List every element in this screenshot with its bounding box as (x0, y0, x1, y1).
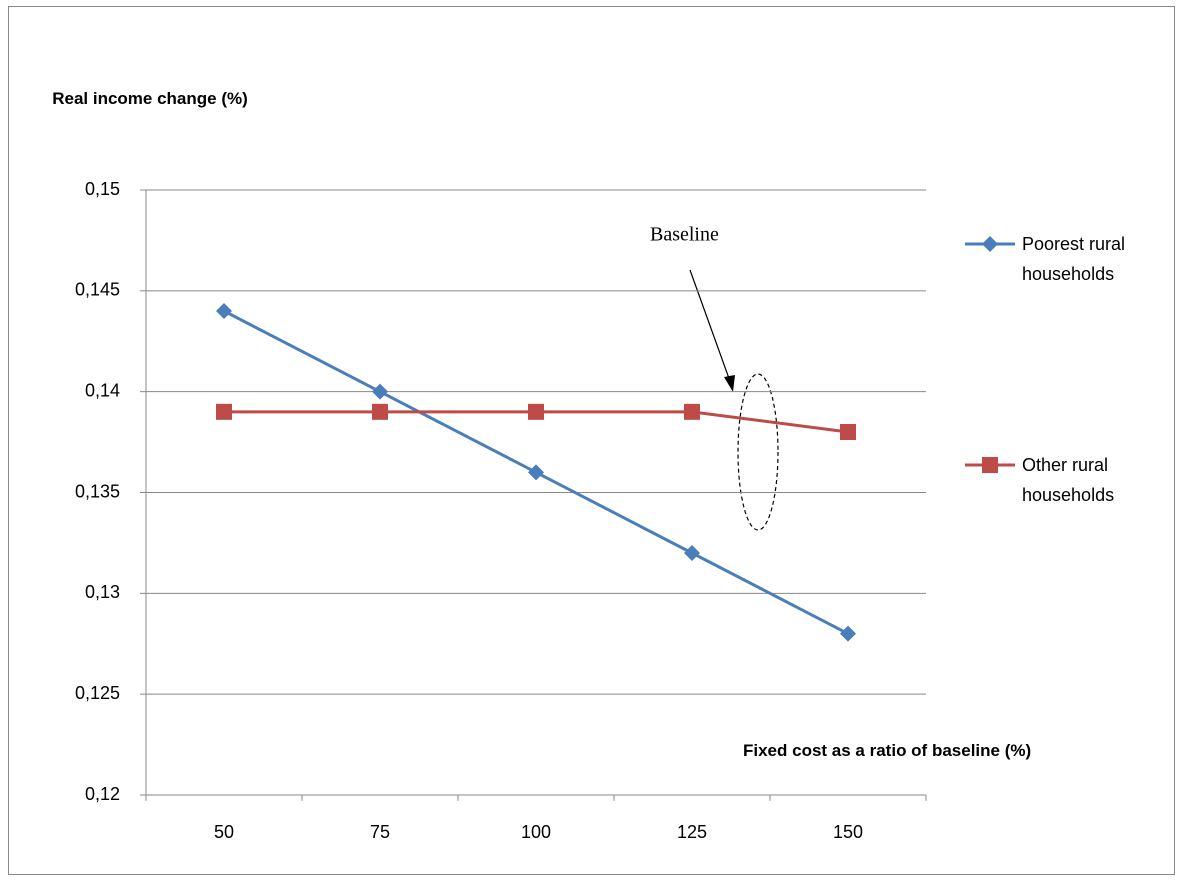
point (216, 303, 232, 319)
y-tick-label: 0,15 (85, 179, 120, 199)
arrow-head (724, 375, 735, 392)
point (216, 403, 232, 420)
y-tick-label: 0,13 (85, 582, 120, 602)
chart-border (8, 6, 1175, 875)
legend-marker (982, 457, 998, 473)
arrow (689, 269, 732, 385)
point (372, 403, 388, 420)
point (528, 464, 544, 481)
y-tick-label: 0,135 (75, 481, 120, 501)
x-tick-label: 150 (833, 822, 863, 842)
y-tick-label: 0,14 (85, 380, 120, 400)
y-axis-title: Real income change (%) (52, 89, 248, 108)
point (684, 545, 700, 561)
y-tick-label: 0,12 (85, 784, 120, 804)
legend-marker (982, 236, 998, 252)
point (684, 403, 700, 420)
point (528, 403, 544, 420)
x-axis-title: Fixed cost as a ratio of baseline (%) (743, 741, 1032, 760)
y-tick-label: 0,125 (75, 683, 120, 703)
point (372, 383, 388, 400)
annotation: Baseline (650, 224, 719, 246)
x-tick-label: 50 (214, 822, 234, 842)
point (840, 625, 856, 642)
baseline-ellipse (737, 373, 779, 531)
x-tick-label: 100 (521, 822, 551, 842)
point (840, 424, 856, 440)
x-tick-label: 75 (370, 822, 390, 842)
x-tick-label: 125 (677, 822, 707, 842)
y-tick-label: 0,145 (75, 280, 120, 300)
legend-label: Poorest rural households (1022, 234, 1126, 284)
legend-label: Other rural households (1022, 455, 1115, 505)
